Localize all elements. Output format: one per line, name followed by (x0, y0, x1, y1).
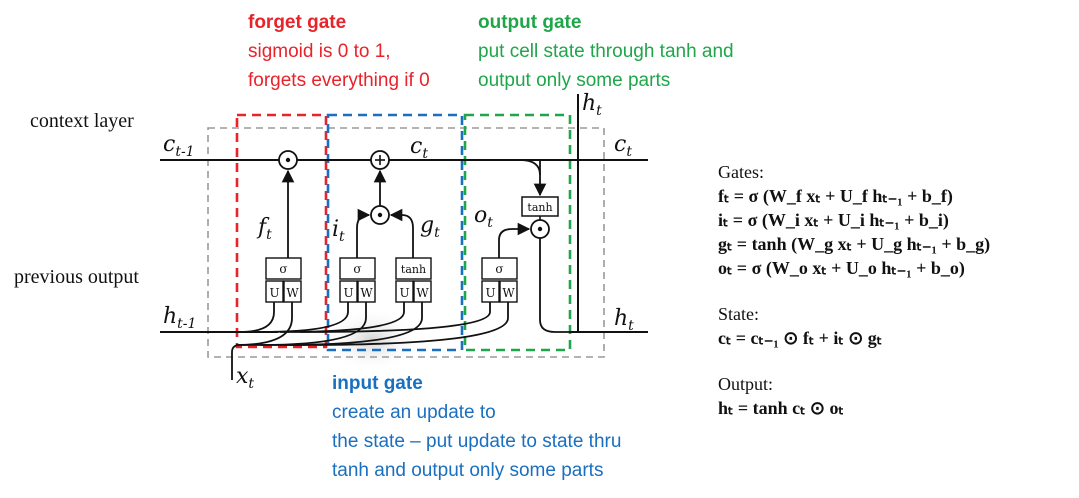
input-tanh: tanh (401, 263, 426, 276)
input-multiply-dot (377, 212, 383, 218)
equation-c: cₜ = cₜ₋₁ ⊙ fₜ + iₜ ⊙ gₜ (718, 328, 883, 348)
context-layer-label: context layer (30, 110, 134, 132)
forget-gate-box (235, 113, 328, 349)
output-multiply-dot (537, 226, 543, 232)
c-prev-label: ct-1 (163, 132, 195, 160)
o-t-label: ot (474, 203, 493, 231)
equations-panel: Gates: fₜ = σ (W_f xₜ + U_f hₜ₋₁ + b_f) … (718, 160, 990, 420)
equation-o: oₜ = σ (W_o xₜ + U_o hₜ₋₁ + b_o) (718, 258, 965, 278)
cell-outer-box (207, 127, 605, 358)
previous-output-label: previous output (14, 266, 139, 288)
input-sigma: σ (353, 262, 361, 276)
c-out-label: ct (614, 132, 632, 160)
forget-gate-title: forget gate (248, 12, 347, 33)
input-gate-box (326, 113, 464, 352)
input-gate-title: input gate (332, 373, 423, 394)
forget-multiply-dot (285, 157, 291, 163)
input-gate-line3: tanh and output only some parts (332, 460, 604, 481)
tanh-W: W (416, 286, 429, 300)
input-tanh-unit: tanh U W (389, 208, 432, 303)
input-gate-line2: the state – put update to state thru (332, 431, 622, 452)
output-gate-line1: put cell state through tanh and (478, 41, 734, 62)
cell-to-tanh-curve (519, 159, 541, 176)
output-sigma: σ (495, 262, 503, 276)
h-top-label: ht (582, 91, 602, 119)
input-W: W (360, 286, 373, 300)
input-gate-annotation: input gate create an update to the state… (332, 369, 621, 485)
tanh-U: U (399, 286, 409, 300)
forget-gate-unit: σ U W (265, 169, 302, 303)
output-tanh-label: tanh (527, 201, 552, 214)
f-t-label: ft (256, 215, 272, 243)
equation-h: hₜ = tanh cₜ ⊙ oₜ (718, 398, 844, 418)
equation-f: fₜ = σ (W_f xₜ + U_f hₜ₋₁ + b_f) (718, 186, 953, 206)
input-sigma-unit: σ U W (339, 208, 376, 303)
forget-U: U (269, 286, 279, 300)
output-gate-title: output gate (478, 12, 582, 33)
output-gate-box (463, 113, 572, 352)
equation-g: gₜ = tanh (W_g xₜ + U_g hₜ₋₁ + b_g) (718, 234, 991, 254)
forget-gate-annotation: forget gate sigmoid is 0 to 1, forgets e… (248, 8, 430, 95)
output-U: U (485, 286, 495, 300)
x-t-label: xt (236, 364, 254, 392)
h-prev-label: ht-1 (163, 304, 196, 332)
forget-gate-line2: forgets everything if 0 (248, 70, 430, 91)
output-W: W (502, 286, 515, 300)
i-t-label: it (332, 217, 345, 245)
input-U: U (343, 286, 353, 300)
equation-i: iₜ = σ (W_i xₜ + U_i hₜ₋₁ + b_i) (718, 210, 949, 230)
g-t-label: gt (420, 213, 440, 241)
forget-sigma: σ (279, 262, 287, 276)
output-gate-annotation: output gate put cell state through tanh … (478, 8, 734, 95)
input-feed-curves (231, 302, 509, 380)
output-header: Output: (718, 374, 774, 394)
gates-header: Gates: (718, 162, 764, 182)
state-header: State: (718, 304, 759, 324)
output-gate-line2: output only some parts (478, 70, 671, 91)
c-t-label: ct (410, 134, 428, 162)
forget-W: W (286, 286, 299, 300)
input-gate-line1: create an update to (332, 402, 496, 423)
output-sigma-unit: σ U W (481, 222, 531, 303)
forget-gate-line1: sigmoid is 0 to 1, (248, 41, 391, 62)
h-out-label: ht (614, 306, 634, 334)
output-to-ht (539, 238, 578, 333)
